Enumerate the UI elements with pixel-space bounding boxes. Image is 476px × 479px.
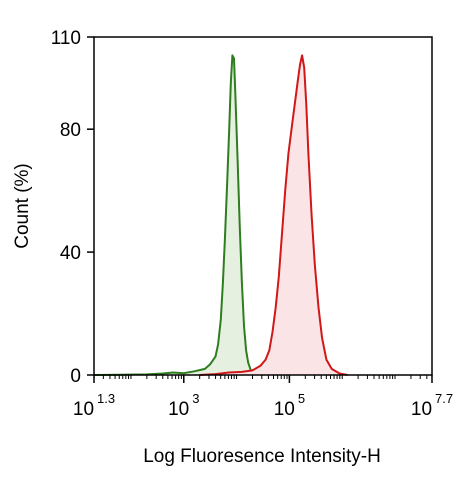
x-tick-base: 10 xyxy=(168,399,189,420)
series-2-line xyxy=(199,54,348,376)
plot-frame xyxy=(93,36,433,376)
x-tick-base: 10 xyxy=(411,399,432,420)
y-tick-label: 110 xyxy=(51,28,81,49)
x-major-ticks xyxy=(93,375,433,383)
y-tick-label: 40 xyxy=(60,243,81,264)
y-tick-label: 0 xyxy=(70,366,81,387)
series-1-line xyxy=(93,54,264,376)
x-tick-exponent: 3 xyxy=(192,391,199,406)
x-tick-exponent: 5 xyxy=(298,391,305,406)
x-tick-label: 105 xyxy=(274,391,305,420)
y-tick-labels: 0 40 80 110 xyxy=(51,28,81,387)
x-tick-label: 101.3 xyxy=(73,391,115,420)
x-tick-exponent: 7.7 xyxy=(435,391,453,406)
x-tick-label: 103 xyxy=(168,391,199,420)
series-2-fill xyxy=(199,55,348,376)
x-tick-exponent: 1.3 xyxy=(97,391,115,406)
y-axis-title: Count (%) xyxy=(12,163,33,249)
x-tick-base: 10 xyxy=(73,399,94,420)
plot-series xyxy=(93,54,348,376)
x-axis-title: Log Fluoresence Intensity-H xyxy=(143,446,381,467)
y-tick-label: 80 xyxy=(60,120,81,141)
x-tick-base: 10 xyxy=(274,399,295,420)
x-tick-label: 107.7 xyxy=(411,391,453,420)
y-ticks xyxy=(87,36,94,376)
series-1-fill xyxy=(94,55,263,376)
